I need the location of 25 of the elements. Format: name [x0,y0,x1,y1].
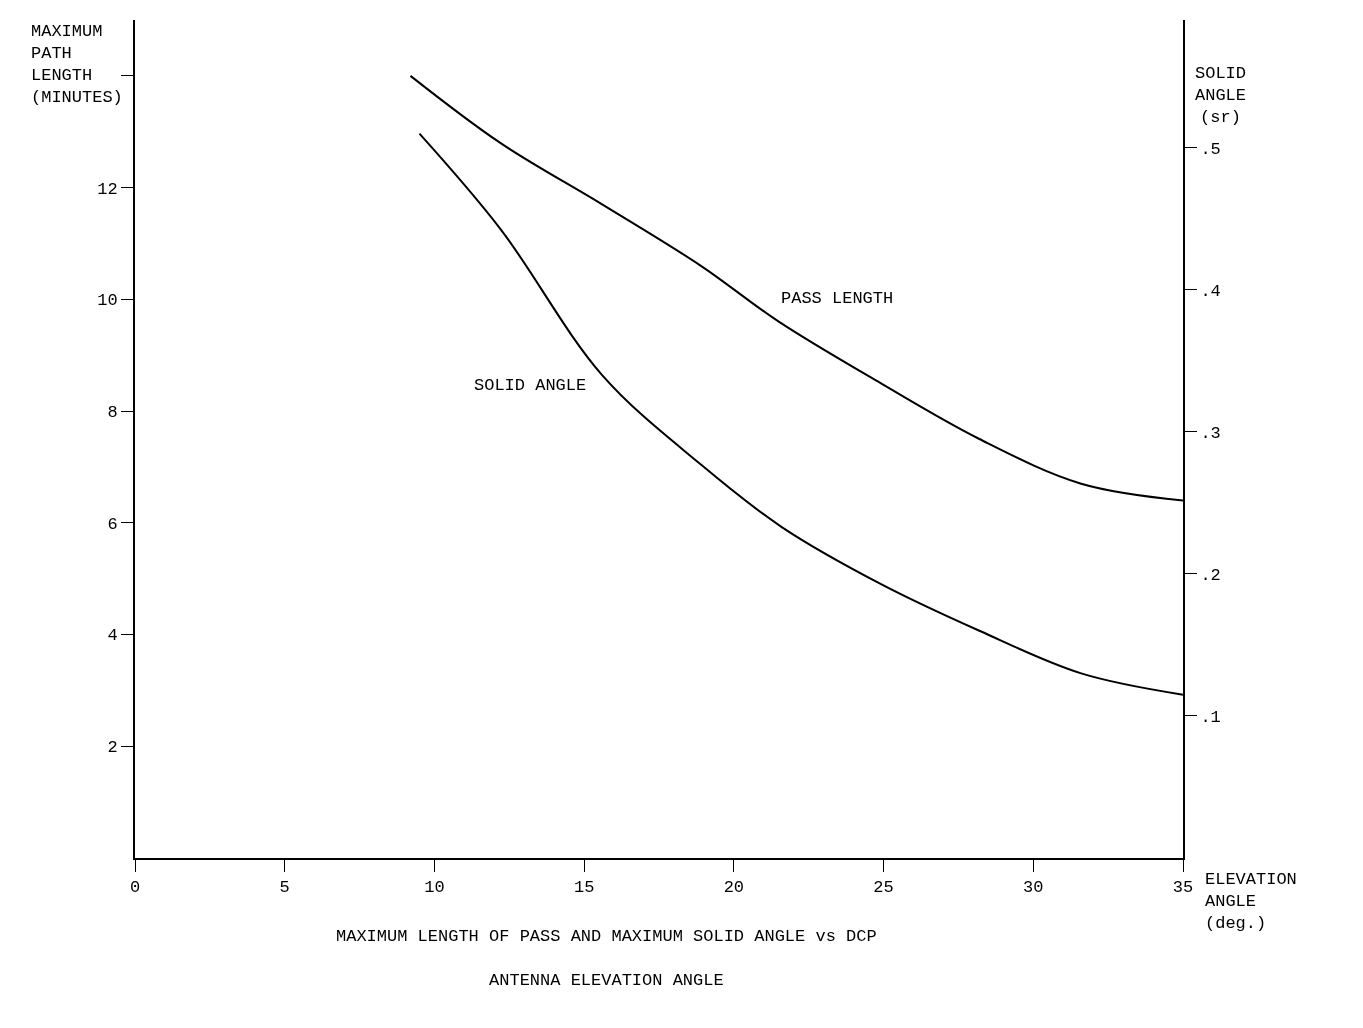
y2-tick-label: .5 [1200,139,1221,159]
y-tick-label: 4 [107,626,118,646]
x-tick-label: 15 [573,878,595,898]
x-tick-label: 35 [1172,878,1194,898]
y2-axis-title: SOLID ANGLE (sr) [1195,64,1247,128]
x-tick-label: 25 [873,878,894,898]
x-tick-label: 30 [1023,878,1044,898]
y-tick-label: 6 [107,514,118,534]
y-axis-title: MAXIMUM PATH LENGTH (MINUTES) [31,22,123,108]
y-tick-label: 10 [97,291,118,311]
chart-title: MAXIMUM LENGTH OF PASS AND MAXIMUM SOLID ANGLE vs DCP ANTENNA ELEVATION ANGLE [336,927,877,991]
y-tick-label: 8 [107,403,118,423]
series-label: SOLID ANGLE [474,376,587,395]
y2-tick-label: .3 [1200,423,1221,443]
y2-tick-label: .1 [1200,707,1221,727]
x-tick-label: 20 [723,878,745,898]
y-tick-label: 12 [97,179,118,199]
y-tick-label: 2 [107,738,118,758]
x-tick-label: 10 [424,878,445,898]
x-tick-label: 0 [129,878,141,898]
series-label: PASS LENGTH [781,289,894,308]
x-axis-title: ELEVATION ANGLE (deg.) [1205,870,1297,934]
y2-tick-label: .2 [1200,565,1221,585]
y2-tick-label: .4 [1200,281,1221,301]
x-tick-label: 5 [279,878,290,898]
